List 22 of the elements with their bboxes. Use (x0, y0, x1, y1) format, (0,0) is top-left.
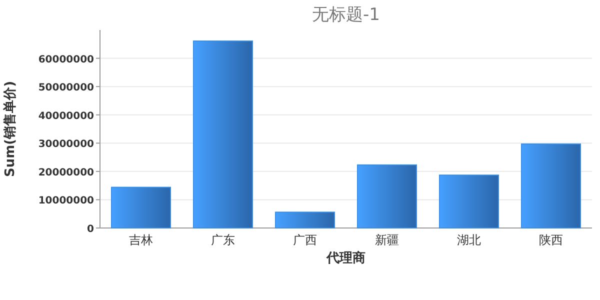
y-axis-title: Sum(销售单价) (2, 80, 18, 178)
x-axis-title: 代理商 (326, 250, 366, 266)
bar (110, 186, 172, 228)
bar (356, 164, 418, 228)
bar (274, 212, 336, 228)
x-tick-label: 新疆 (375, 233, 399, 247)
bar (192, 40, 254, 228)
x-tick-label: 广西 (293, 233, 317, 247)
x-tick-label: 吉林 (129, 233, 153, 247)
x-tick-label: 湖北 (457, 233, 481, 247)
y-tick-label: 60000000 (38, 54, 94, 66)
x-tick-label: 广东 (211, 233, 235, 247)
bar (438, 174, 500, 228)
y-tick-label: 0 (87, 224, 94, 235)
x-tick-label: 陕西 (539, 233, 563, 247)
bar (520, 143, 582, 228)
y-tick-label: 40000000 (38, 110, 94, 122)
y-tick-label: 50000000 (38, 82, 94, 94)
y-tick-label: 10000000 (38, 196, 94, 207)
chart-title: 无标题-1 (312, 5, 380, 25)
y-tick-label: 30000000 (38, 139, 94, 150)
y-tick-label: 20000000 (38, 167, 94, 178)
